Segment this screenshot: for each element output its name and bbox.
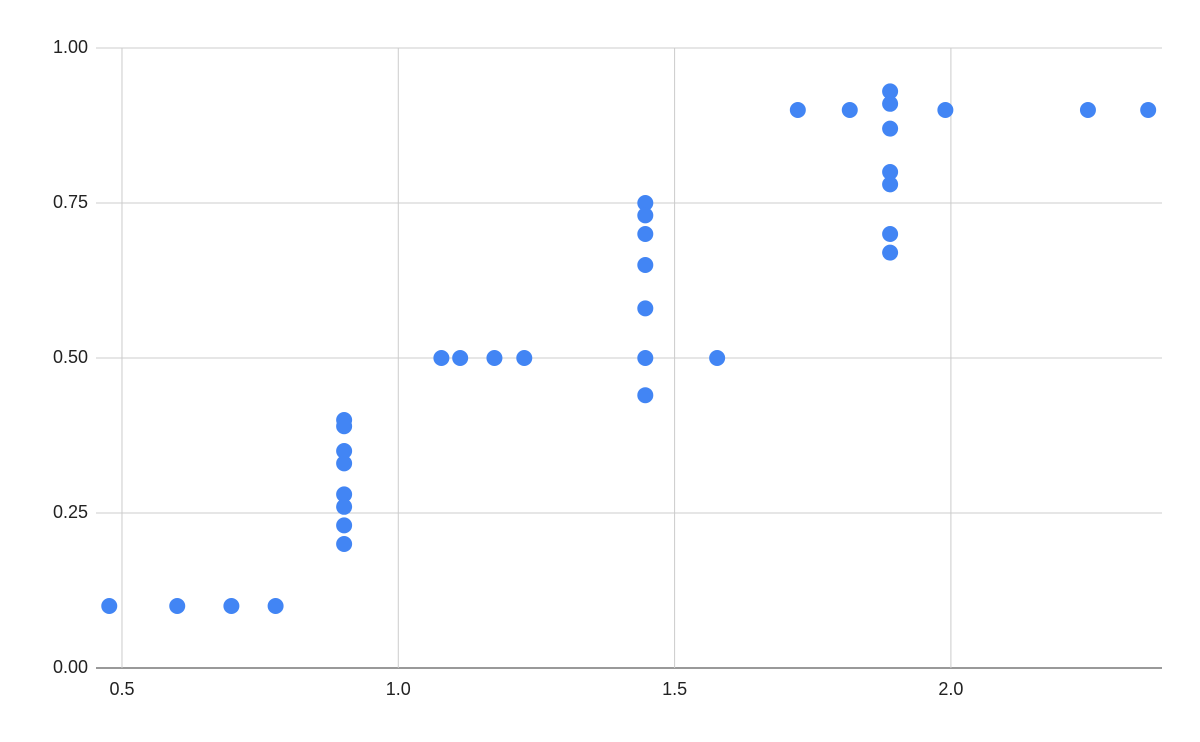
point (882, 226, 899, 242)
point (267, 598, 284, 614)
point (336, 455, 353, 472)
point (882, 244, 899, 261)
point (882, 95, 899, 112)
point (452, 350, 469, 366)
point (637, 195, 654, 211)
y-tick-label: 0.25 (53, 502, 88, 522)
point (336, 498, 353, 515)
x-tick-label: 1.0 (386, 679, 411, 699)
point (516, 350, 533, 366)
point (336, 536, 353, 552)
point (336, 418, 353, 435)
point (882, 120, 899, 137)
point (637, 350, 654, 366)
point (433, 350, 450, 366)
point (637, 300, 654, 317)
point (841, 102, 858, 118)
y-tick-label: 0.75 (53, 192, 88, 212)
x-tick-label: 0.5 (109, 679, 134, 699)
point (789, 102, 806, 118)
x-tick-label: 1.5 (662, 679, 687, 699)
point (637, 257, 654, 273)
point (336, 517, 353, 534)
point (882, 83, 899, 100)
point (336, 486, 353, 503)
point (882, 164, 899, 180)
y-tick-label: 1.00 (53, 37, 88, 57)
point (637, 207, 654, 224)
point (709, 350, 726, 366)
point (937, 102, 954, 118)
y-tick-label: 0.50 (53, 347, 88, 367)
y-tick-label: 0.00 (53, 657, 88, 677)
point (1079, 102, 1096, 118)
point (223, 598, 240, 614)
point (101, 598, 118, 614)
point (486, 350, 503, 366)
x-tick-label: 2.0 (938, 679, 963, 699)
point (169, 598, 186, 614)
point (1140, 102, 1157, 118)
point (637, 226, 654, 242)
point (882, 176, 899, 193)
point (336, 443, 353, 459)
point (637, 387, 654, 404)
